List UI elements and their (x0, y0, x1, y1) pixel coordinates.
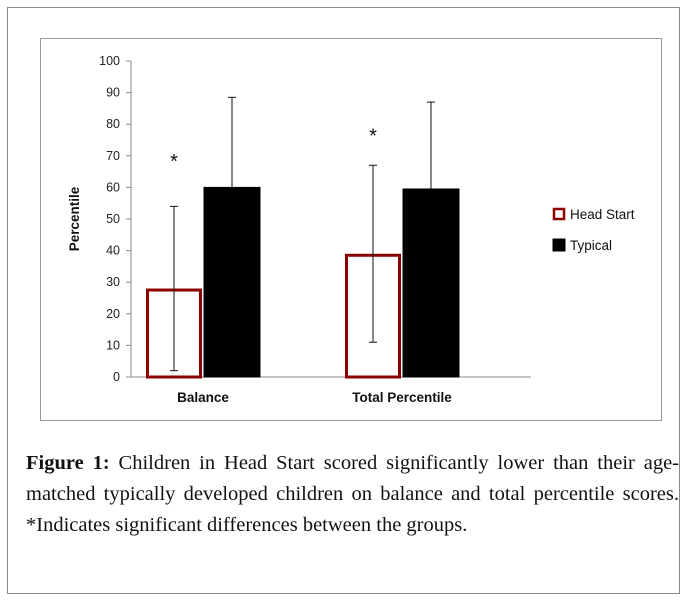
bar-chart: 0 10 20 30 40 50 60 70 80 90 100 Percentile Balance T… (67, 54, 635, 405)
caption-label: Figure 1: (26, 452, 110, 474)
figure-frame: 0 10 20 30 40 50 60 70 80 90 100 Percentile Balance T… (7, 7, 680, 594)
y-tick-label: 90 (106, 86, 120, 100)
y-tick-label: 100 (99, 54, 120, 68)
figure-caption: Figure 1: Children in Head Start scored … (26, 448, 679, 541)
significance-star: * (369, 126, 377, 148)
bar-typical-0 (203, 186, 261, 378)
bar-typical-1 (402, 188, 460, 378)
y-tick-label: 10 (106, 338, 120, 352)
legend-label: Typical (570, 238, 612, 253)
y-tick-label: 20 (106, 307, 120, 321)
chart-area: 0 10 20 30 40 50 60 70 80 90 100 Percentile Balance T… (40, 38, 662, 421)
x-category-label: Total Percentile (352, 390, 452, 405)
y-tick-label: 60 (106, 180, 120, 194)
y-tick-label: 30 (106, 275, 120, 289)
caption-text: Children in Head Start scored significan… (26, 452, 679, 536)
y-tick-label: 80 (106, 117, 120, 131)
y-axis-title: Percentile (67, 186, 82, 251)
y-tick-label: 50 (106, 212, 120, 226)
y-tick-label: 40 (106, 244, 120, 258)
significance-star: * (170, 151, 178, 173)
x-category-label: Balance (177, 390, 229, 405)
y-tick-label: 70 (106, 149, 120, 163)
legend-swatch-head-start (552, 207, 566, 221)
legend-label: Head Start (570, 207, 635, 222)
y-tick-label: 0 (113, 370, 120, 384)
legend-swatch-typical (552, 238, 566, 252)
